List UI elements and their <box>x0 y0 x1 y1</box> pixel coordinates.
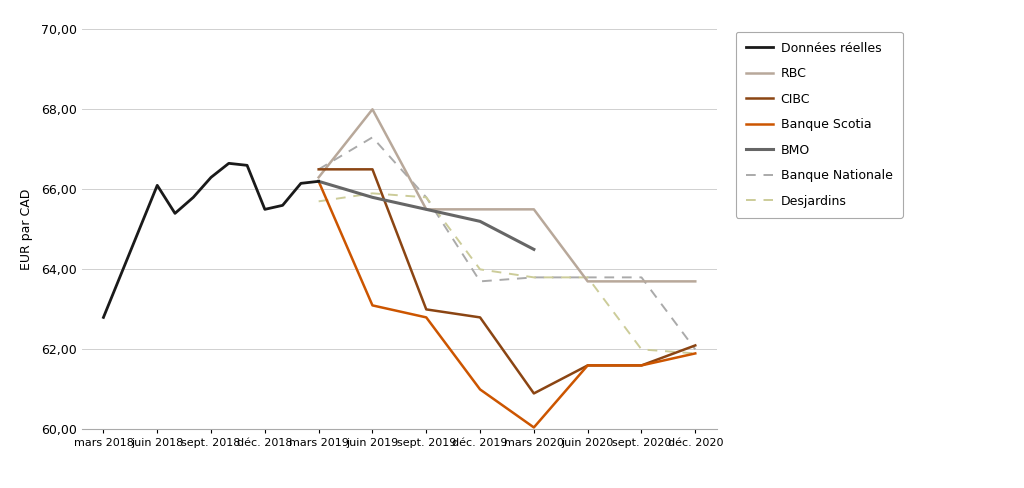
CIBC <box>312 166 325 172</box>
Desjardins <box>527 274 540 280</box>
Line: CIBC: CIBC <box>318 169 695 393</box>
BMO <box>527 246 540 252</box>
Données réelles <box>259 206 271 212</box>
Desjardins <box>420 194 432 200</box>
RBC <box>582 279 594 285</box>
Données réelles <box>295 181 307 186</box>
Desjardins <box>635 346 647 352</box>
Banque Scotia <box>635 363 647 368</box>
RBC <box>635 279 647 285</box>
Données réelles <box>241 163 253 168</box>
Données réelles <box>222 161 234 166</box>
RBC <box>367 106 379 112</box>
Desjardins <box>312 199 325 204</box>
Line: BMO: BMO <box>318 182 534 249</box>
Banque Scotia <box>689 350 701 356</box>
Banque Nationale <box>367 134 379 140</box>
Données réelles <box>312 179 325 184</box>
CIBC <box>527 390 540 396</box>
Données réelles <box>152 183 164 188</box>
RBC <box>420 206 432 212</box>
RBC <box>474 206 486 212</box>
Line: Données réelles: Données réelles <box>103 163 318 317</box>
RBC <box>312 174 325 180</box>
RBC <box>689 279 701 285</box>
Banque Scotia <box>474 386 486 392</box>
Banque Nationale <box>474 279 486 285</box>
Banque Nationale <box>420 194 432 200</box>
Banque Nationale <box>582 274 594 280</box>
Banque Nationale <box>689 346 701 352</box>
CIBC <box>474 314 486 320</box>
Line: RBC: RBC <box>318 109 695 282</box>
Banque Scotia <box>582 363 594 368</box>
Banque Nationale <box>635 274 647 280</box>
RBC <box>527 206 540 212</box>
BMO <box>420 206 432 212</box>
Desjardins <box>474 266 486 272</box>
Banque Scotia <box>367 303 379 308</box>
Données réelles <box>187 194 200 200</box>
BMO <box>474 219 486 224</box>
Banque Scotia <box>527 425 540 430</box>
CIBC <box>420 306 432 312</box>
Banque Scotia <box>312 179 325 184</box>
BMO <box>367 194 379 200</box>
Données réelles <box>276 203 289 208</box>
Line: Desjardins: Desjardins <box>318 193 695 353</box>
Données réelles <box>205 174 217 180</box>
CIBC <box>635 363 647 368</box>
Line: Banque Nationale: Banque Nationale <box>318 137 695 349</box>
Banque Nationale <box>312 166 325 172</box>
Banque Scotia <box>420 314 432 320</box>
Desjardins <box>582 274 594 280</box>
CIBC <box>367 166 379 172</box>
Line: Banque Scotia: Banque Scotia <box>318 182 695 427</box>
Y-axis label: EUR par CAD: EUR par CAD <box>19 189 33 270</box>
CIBC <box>689 343 701 348</box>
Banque Nationale <box>527 274 540 280</box>
Données réelles <box>169 210 181 216</box>
Desjardins <box>367 190 379 196</box>
Desjardins <box>689 350 701 356</box>
BMO <box>312 179 325 184</box>
Données réelles <box>97 314 110 320</box>
CIBC <box>582 363 594 368</box>
Legend: Données réelles, RBC, CIBC, Banque Scotia, BMO, Banque Nationale, Desjardins: Données réelles, RBC, CIBC, Banque Scoti… <box>736 32 902 218</box>
